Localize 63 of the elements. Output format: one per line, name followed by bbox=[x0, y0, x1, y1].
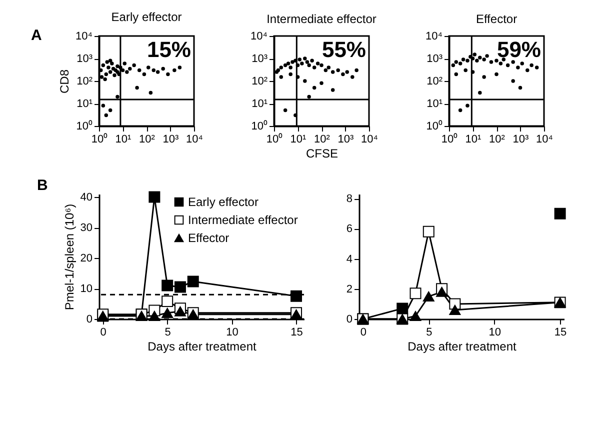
y-tick-label: 30 bbox=[80, 222, 92, 234]
y-tick-label: 10³ bbox=[252, 53, 268, 65]
y-tick-label: 6 bbox=[346, 223, 352, 236]
y-axis-title: CD8 bbox=[58, 69, 72, 94]
x-tick-label: 10² bbox=[139, 134, 156, 146]
y-tick-label: 40 bbox=[80, 192, 92, 204]
x-tick-label: 10⁰ bbox=[441, 132, 458, 146]
legend-label: Effector bbox=[188, 231, 230, 245]
x-tick-label: 10³ bbox=[512, 134, 530, 146]
y-tick-label: 0 bbox=[346, 314, 352, 326]
y-tick-label: 4 bbox=[346, 253, 352, 266]
x-axis-title: CFSE bbox=[306, 146, 338, 160]
y-tick-label: 10¹ bbox=[252, 98, 268, 110]
text: B bbox=[37, 177, 48, 194]
y-tick-label: 20 bbox=[80, 252, 92, 265]
legend-label: Early effector bbox=[188, 195, 258, 209]
annotation: 15% bbox=[146, 37, 191, 62]
chart-title: Effector bbox=[476, 12, 518, 26]
y-tick-label: 10² bbox=[76, 76, 93, 88]
x-tick-label: 10⁰ bbox=[266, 132, 283, 146]
y-tick-label: 10² bbox=[252, 76, 268, 88]
y-tick-label: 2 bbox=[346, 283, 352, 296]
x-tick-label: 5 bbox=[164, 326, 171, 338]
y-tick-label: 10⁴ bbox=[426, 30, 443, 42]
x-tick-label: 10 bbox=[488, 326, 501, 338]
x-tick-label: 10¹ bbox=[115, 134, 132, 146]
chart-title: Intermediate effector bbox=[266, 12, 376, 26]
x-tick-label: 10¹ bbox=[290, 134, 307, 146]
x-axis-title: Days after treatment bbox=[408, 340, 518, 354]
x-tick-label: 0 bbox=[360, 326, 367, 338]
y-tick-label: 10³ bbox=[426, 53, 443, 65]
y-tick-label: 10¹ bbox=[426, 98, 443, 110]
x-axis-title: Days after treatment bbox=[148, 340, 258, 354]
y-tick-label: 10⁰ bbox=[251, 120, 268, 132]
x-tick-label: 10² bbox=[314, 134, 330, 146]
legend-label: Intermediate effector bbox=[188, 213, 298, 227]
y-tick-label: 10⁰ bbox=[76, 120, 92, 132]
y-tick-label: 0 bbox=[86, 314, 92, 326]
x-tick-label: 10⁴ bbox=[361, 134, 378, 146]
x-tick-label: 15 bbox=[554, 326, 567, 338]
x-tick-label: 10¹ bbox=[465, 134, 482, 146]
y-tick-label: 10⁴ bbox=[76, 30, 93, 42]
x-tick-label: 10 bbox=[226, 326, 238, 338]
text: A bbox=[31, 27, 42, 44]
x-tick-label: 10⁴ bbox=[186, 134, 204, 146]
x-tick-label: 10² bbox=[489, 134, 506, 146]
x-tick-label: 10⁴ bbox=[536, 134, 554, 146]
y-tick-label: 10 bbox=[80, 283, 92, 296]
x-tick-label: 15 bbox=[290, 326, 303, 338]
y-axis-title: Pmel-1/spleen (10⁶) bbox=[62, 204, 76, 310]
y-tick-label: 10² bbox=[426, 76, 443, 88]
y-tick-label: 10⁴ bbox=[250, 30, 268, 42]
y-tick-label: 10³ bbox=[76, 53, 93, 65]
x-tick-label: 0 bbox=[100, 326, 106, 338]
y-tick-label: 10¹ bbox=[76, 98, 93, 110]
x-tick-label: 10⁰ bbox=[91, 132, 108, 146]
chart-title: Early effector bbox=[111, 10, 182, 24]
y-tick-label: 10⁰ bbox=[426, 120, 442, 132]
x-tick-label: 5 bbox=[426, 326, 432, 338]
annotation: 59% bbox=[496, 37, 541, 62]
y-tick-label: 8 bbox=[346, 193, 352, 206]
annotation: 55% bbox=[322, 37, 366, 62]
x-tick-label: 10³ bbox=[162, 134, 180, 146]
